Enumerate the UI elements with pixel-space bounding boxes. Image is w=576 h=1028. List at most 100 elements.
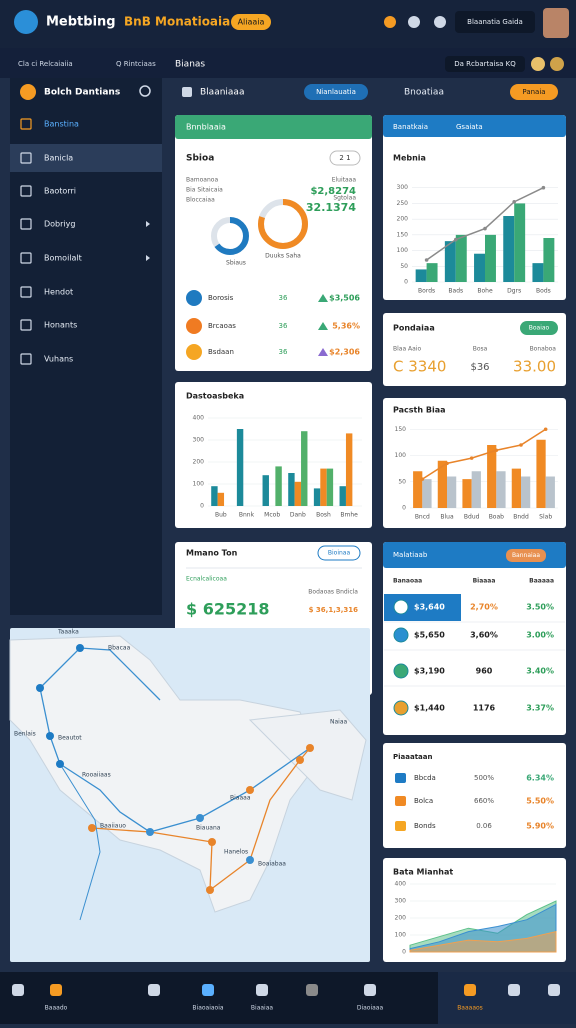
card-title: Sbioa [186, 154, 214, 164]
y-tick-label: 100 [395, 452, 407, 459]
bar [422, 479, 432, 508]
x-tick-label: Bads [448, 288, 463, 295]
sidebar-item[interactable]: Banicla [44, 154, 73, 163]
nav-label[interactable]: Biaoaiaoia [192, 1005, 223, 1012]
badge[interactable] [317, 545, 361, 561]
nav-label[interactable]: Baaado [45, 1005, 68, 1012]
search-icon [139, 85, 151, 97]
bar [320, 468, 327, 506]
land [248, 709, 367, 801]
tab[interactable]: Blaaniaaa [200, 88, 244, 98]
badge[interactable] [329, 150, 361, 166]
pill[interactable] [304, 84, 368, 100]
pill-text: Nianlauatia [316, 88, 356, 96]
y-tick-label: 400 [395, 881, 407, 888]
map-label: Taaaka [57, 629, 79, 636]
sidebar-item[interactable]: Banstina [44, 120, 79, 129]
card-title: Pondaiaa [393, 324, 435, 333]
route [39, 687, 311, 833]
badge[interactable] [231, 14, 271, 30]
button[interactable] [510, 84, 558, 100]
sidebar-icon [20, 185, 32, 197]
sidebar-item[interactable]: Dobriyg [44, 220, 75, 229]
nav-label[interactable]: Baaaaos [457, 1005, 483, 1012]
nav-icon[interactable] [508, 984, 520, 996]
map-node [196, 814, 204, 822]
sidebar-item[interactable]: Baotorri [44, 187, 76, 196]
card-title: Mmano Ton [186, 549, 238, 558]
donut [258, 199, 308, 249]
summary-label: Bonaboa [530, 346, 557, 353]
sidebar-item[interactable]: Honants [44, 321, 77, 330]
bottom-nav-active [438, 972, 576, 1024]
nav-label[interactable]: Diaoiaaa [357, 1005, 384, 1012]
chart-title: Pacsth Biaa [393, 406, 446, 415]
row-mid: 0.06 [476, 822, 492, 830]
x-tick-label: Mcob [264, 512, 280, 519]
tab-icon [182, 87, 192, 97]
nav-icon[interactable] [12, 984, 24, 996]
bar [503, 216, 515, 282]
point [469, 456, 474, 460]
bar [339, 486, 346, 506]
card-tab[interactable]: Gsaiata [456, 123, 483, 131]
sidebar-item[interactable]: Hendot [44, 288, 73, 297]
bar [521, 476, 531, 508]
sidebar-item[interactable]: Bomoilalt [44, 254, 82, 263]
bar [426, 263, 438, 282]
column-header: Biaaaa [473, 578, 496, 585]
donut [211, 217, 249, 255]
nav-icon[interactable] [202, 984, 214, 996]
badge-text: Bannaiaa [512, 552, 540, 559]
x-tick-label: Bords [418, 288, 435, 295]
row-icon [318, 322, 328, 330]
finance-sublabel: Bodaoas Bndicla [308, 589, 358, 596]
link[interactable]: Bnoatiaa [404, 88, 444, 98]
bar [313, 488, 321, 506]
map-node [246, 856, 254, 864]
badge[interactable] [520, 321, 558, 335]
nav-icon[interactable] [256, 984, 268, 996]
map-node [146, 828, 154, 836]
row-delta: 36 [279, 348, 288, 356]
row-mid: 660% [474, 797, 494, 805]
bar [236, 429, 244, 506]
finance-label: Ecnalcalicoaa [186, 576, 227, 583]
row-name: Borosis [208, 294, 234, 302]
nav-icon[interactable] [148, 984, 160, 996]
user-pill[interactable] [455, 11, 535, 33]
map-node [246, 786, 254, 794]
nav-icon[interactable] [548, 984, 560, 996]
bar [262, 475, 269, 506]
bar [211, 486, 218, 506]
x-tick-label: Bub [215, 512, 227, 519]
label: Bia Sitaicaia [186, 187, 223, 194]
chart-title: Dastoasbeka [186, 392, 244, 401]
sidebar-item[interactable]: Vuhans [44, 355, 73, 364]
donut-label: Sbiaus [226, 260, 246, 267]
bar [543, 238, 555, 282]
y-tick-label: 100 [397, 247, 409, 254]
cell: 960 [476, 667, 493, 676]
select[interactable]: Cla ci Relcaiaiia [18, 60, 73, 68]
nav-icon[interactable] [364, 984, 376, 996]
row-name: Brcaoas [208, 322, 236, 330]
nav-icon[interactable] [464, 984, 476, 996]
brand: Mebtbing [46, 15, 116, 30]
bar [447, 476, 457, 508]
nav-label[interactable]: Biaaiaa [251, 1005, 273, 1012]
cell: 3.00% [526, 631, 554, 640]
chart-title: Mebnia [393, 154, 426, 163]
card [383, 542, 566, 735]
nav-icon[interactable] [306, 984, 318, 996]
nav-icon[interactable] [50, 984, 62, 996]
badge[interactable] [506, 549, 546, 562]
map-node [206, 886, 214, 894]
row-value: 5.90% [526, 822, 554, 831]
route [91, 747, 311, 892]
bar [294, 481, 302, 506]
point [424, 258, 429, 262]
chart-title: Bata Mianhat [393, 868, 453, 877]
search[interactable]: Q Rintciaas [116, 60, 156, 68]
filter-pill[interactable] [445, 56, 525, 72]
